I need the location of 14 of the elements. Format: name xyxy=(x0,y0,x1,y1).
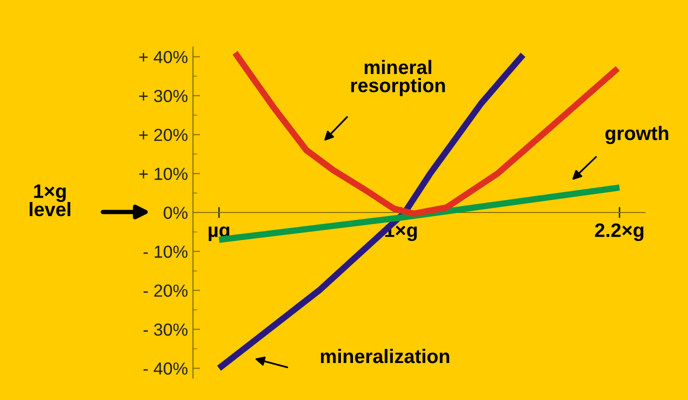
y-tick-label: - 20% xyxy=(144,284,188,297)
y-tick-label: - 10% xyxy=(144,246,188,258)
annotation: growth xyxy=(605,126,668,144)
y-tick-label: - 40% xyxy=(144,362,188,375)
y-tick-label: + 30% xyxy=(139,90,188,102)
x-tick-label: 2.2×g xyxy=(595,223,644,242)
text: 1×g level xyxy=(30,184,70,216)
y-tick-label: + 20% xyxy=(139,128,188,142)
annotation: mineral resorption xyxy=(351,60,445,96)
annotation: mineralization xyxy=(320,348,450,364)
y-tick-label: - 30% xyxy=(144,323,188,336)
y-tick-label: + 10% xyxy=(139,168,188,180)
y-tick-label: + 40% xyxy=(139,50,188,64)
y-tick-label: 0% xyxy=(164,206,188,219)
